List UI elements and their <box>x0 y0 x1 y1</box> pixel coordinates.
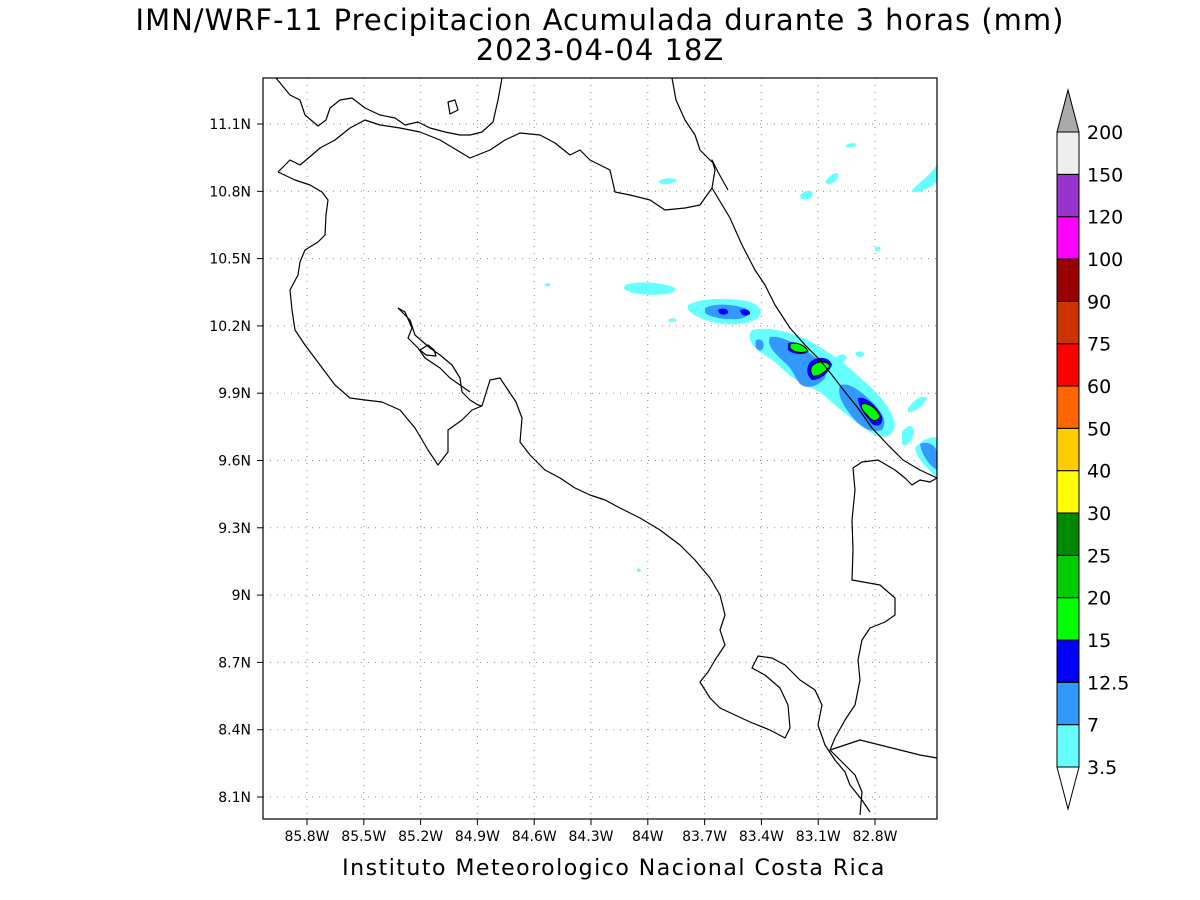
lat-tick-label: 8.7N <box>218 655 251 671</box>
colorbar-label: 50 <box>1087 418 1111 440</box>
longitude-axis: 85.8W 85.5W 85.2W 84.9W 84.6W 84.3W 84W 83.7W 83… <box>284 819 898 845</box>
colorbar-label: 60 <box>1087 376 1111 398</box>
colorbar-legend: 3.5 7 12.5 15 20 25 30 40 50 60 75 90 100 120 150 200 <box>1056 88 1129 811</box>
footer-credit: Instituto Meteorologico Nacional Costa R… <box>342 856 886 881</box>
colorbar-label: 3.5 <box>1087 757 1117 779</box>
latitude-axis: 11.1N 10.8N 10.5N 10.2N 9.9N 9.6N 9.3N 9N 8.7N 8.… <box>209 117 263 806</box>
lat-tick-label: 11.1N <box>209 117 251 133</box>
map-title: IMN/WRF-11 Precipitacion Acumulada duran… <box>135 3 1065 37</box>
lon-tick-label: 84.9W <box>455 829 500 845</box>
colorbar-label: 15 <box>1087 630 1111 652</box>
lon-tick-label: 84W <box>632 829 664 845</box>
map-grid <box>263 78 937 819</box>
colorbar-swatch <box>1056 554 1080 599</box>
colorbar-label: 30 <box>1087 503 1111 525</box>
lat-tick-label: 9.9N <box>218 386 251 402</box>
colorbar-swatch <box>1056 597 1080 641</box>
coastline <box>275 77 938 816</box>
lon-tick-label: 85.2W <box>398 829 443 845</box>
lon-tick-label: 83.4W <box>739 829 784 845</box>
colorbar-label: 25 <box>1087 545 1111 567</box>
colorbar-swatch <box>1056 512 1080 556</box>
colorbar-swatch <box>1056 385 1080 429</box>
colorbar-swatch <box>1056 724 1080 768</box>
colorbar-max-arrow <box>1056 88 1080 133</box>
colorbar-swatch <box>1056 427 1080 472</box>
colorbar-swatch <box>1056 258 1080 302</box>
colorbar-label: 75 <box>1087 334 1111 356</box>
lat-tick-label: 9N <box>232 588 251 604</box>
colorbar-label: 120 <box>1087 207 1123 229</box>
colorbar-min-arrow <box>1056 766 1080 811</box>
colorbar-label: 150 <box>1087 164 1123 186</box>
colorbar-swatch <box>1056 173 1080 218</box>
lon-tick-label: 84.3W <box>568 829 613 845</box>
lon-tick-label: 83.7W <box>682 829 727 845</box>
lat-tick-label: 9.6N <box>218 454 251 470</box>
lat-tick-label: 10.8N <box>209 184 251 200</box>
colorbar-label: 200 <box>1087 122 1123 144</box>
precipitation-field <box>544 143 937 572</box>
map-frame <box>262 77 938 820</box>
colorbar-label: 90 <box>1087 291 1111 313</box>
colorbar-swatch <box>1056 131 1080 175</box>
colorbar-swatch <box>1056 639 1080 683</box>
colorbar-swatch <box>1056 343 1080 387</box>
colorbar-swatch <box>1056 300 1080 345</box>
lat-tick-label: 10.2N <box>209 319 251 335</box>
lat-tick-label: 10.5N <box>209 252 251 268</box>
lon-tick-label: 84.6W <box>512 829 557 845</box>
colorbar-swatch <box>1056 216 1080 260</box>
colorbar-label: 40 <box>1087 461 1111 483</box>
colorbar-label: 12.5 <box>1087 672 1129 694</box>
colorbar-label: 7 <box>1087 715 1099 737</box>
colorbar-swatch <box>1056 681 1080 726</box>
map-date: 2023-04-04 18Z <box>475 33 725 67</box>
lat-tick-label: 8.4N <box>218 723 251 739</box>
lat-tick-label: 8.1N <box>218 790 251 806</box>
lon-tick-label: 82.8W <box>852 829 897 845</box>
colorbar-label: 20 <box>1087 588 1111 610</box>
lon-tick-label: 83.1W <box>796 829 841 845</box>
lat-tick-label: 9.3N <box>218 521 251 537</box>
colorbar-swatch <box>1056 470 1080 514</box>
colorbar-label: 100 <box>1087 249 1123 271</box>
lon-tick-label: 85.8W <box>284 829 329 845</box>
lon-tick-label: 85.5W <box>341 829 386 845</box>
